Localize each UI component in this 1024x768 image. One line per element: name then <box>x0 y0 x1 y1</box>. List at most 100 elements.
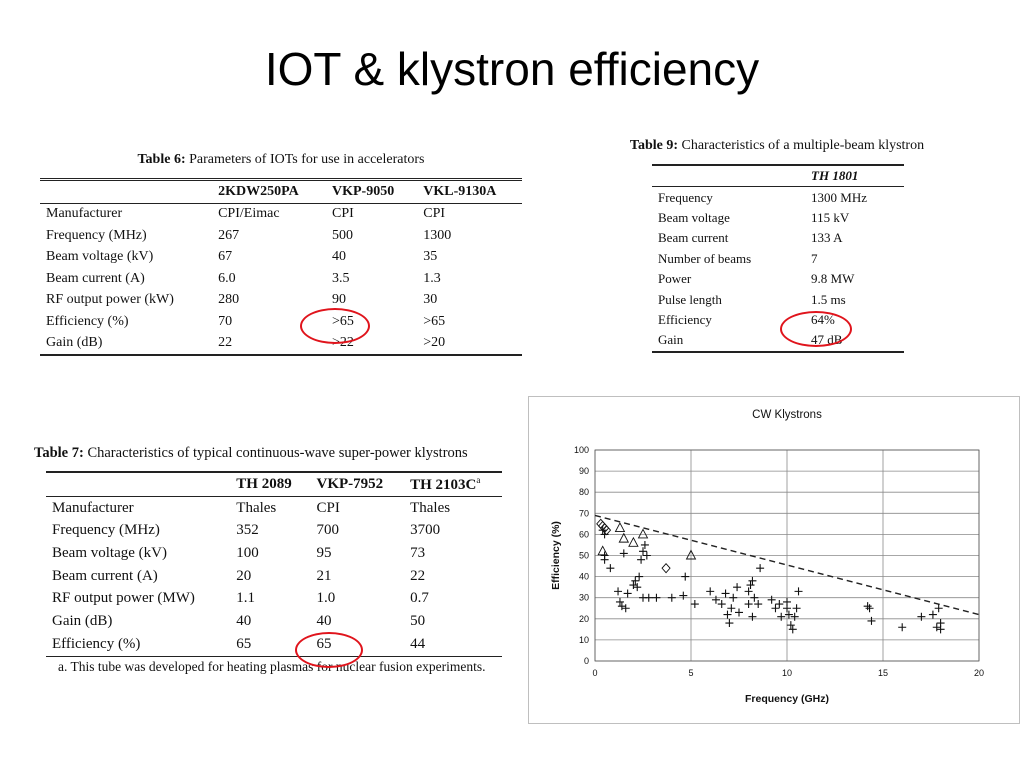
plus-point <box>652 593 661 602</box>
table-cell: CPI/Eimac <box>218 206 280 222</box>
table-cell: Beam voltage (kV) <box>52 544 167 561</box>
plus-point <box>679 591 688 600</box>
diamond-point <box>661 562 671 574</box>
table-cell: 100 <box>236 544 259 561</box>
table-cell: Manufacturer <box>52 499 134 516</box>
table-cell: 22 <box>218 335 233 351</box>
table-row: Efficiency (%) 65 65 44 <box>46 633 502 656</box>
table-cell: 1300 MHz <box>811 189 868 205</box>
plus-point <box>771 604 780 613</box>
y-tick-label: 70 <box>579 508 589 518</box>
y-tick-label: 0 <box>584 656 589 666</box>
table-cell: 352 <box>236 522 259 539</box>
plus-point <box>639 547 647 556</box>
table-cell: 3.5 <box>332 270 350 286</box>
plus-point <box>735 608 743 617</box>
table-cell: 22 <box>410 567 426 584</box>
plus-point <box>867 616 876 625</box>
plus-point <box>744 587 753 596</box>
highlight-circle-table7-efficiency <box>295 632 363 668</box>
plus-point <box>784 610 793 619</box>
diamond-point <box>601 525 612 536</box>
table-row: Gain 47 dB <box>652 330 904 351</box>
table-header-cell: VKP-7952 <box>316 475 384 492</box>
footnote-marker: a <box>476 474 481 485</box>
table-header-cell: VKL-9130A <box>423 183 497 199</box>
table-cell: 3700 <box>410 522 441 539</box>
table-header-row: TH 2089 VKP-7952 TH 2103Ca <box>46 472 502 497</box>
table-cell: Beam current (A) <box>46 270 145 286</box>
table-row: Beam voltage (kV) 67 40 35 <box>40 247 522 269</box>
y-tick-label: 50 <box>579 551 589 561</box>
y-tick-label: 100 <box>574 445 589 455</box>
chart-svg: 0 10 20 30 40 50 60 70 80 90 100 0 5 10 15 20 CW Klystro… <box>550 409 984 705</box>
table6-body: Manufacturer CPI/Eimac CPI CPI Frequency (MH… <box>40 203 522 355</box>
table-cell: Frequency <box>658 189 713 205</box>
plus-point <box>750 593 759 602</box>
plus-point <box>681 572 690 581</box>
triangle-point <box>628 536 639 547</box>
table7: TH 2089 VKP-7952 TH 2103Ca Manufacturer T… <box>46 471 502 657</box>
plot-frame <box>594 449 980 662</box>
table-cell: 1300 <box>423 227 452 243</box>
plus-point <box>606 564 615 573</box>
x-tick-label: 20 <box>974 668 984 678</box>
plus-point <box>631 576 640 585</box>
plus-point <box>642 551 651 560</box>
plus-point <box>617 602 626 611</box>
plus-point <box>746 581 755 590</box>
triangle-point <box>685 549 697 560</box>
plus-point <box>711 595 720 604</box>
table7-block: Table 7: Characteristics of typical cont… <box>34 445 518 675</box>
table6-caption-label: Table 6: <box>137 152 186 167</box>
plus-point <box>600 530 609 539</box>
table-cell: >65 <box>423 313 446 329</box>
table-cell: 9.8 MW <box>811 271 855 287</box>
table-cell: 1.3 <box>423 270 441 286</box>
table-cell: Beam voltage (kV) <box>46 249 154 265</box>
plus-point <box>786 621 795 630</box>
table-cell: Frequency (MHz) <box>52 522 160 539</box>
table-cell: Power <box>658 271 692 287</box>
table9: TH 1801 Frequency 1300 MHz Beam voltage 115… <box>652 164 904 353</box>
table7-caption-label: Table 7: <box>34 445 84 461</box>
table-cell: >20 <box>423 335 446 351</box>
highlight-circle-table9-efficiency <box>780 311 852 347</box>
table-cell: 44 <box>410 635 426 652</box>
table-cell: CPI <box>316 499 340 516</box>
table7-caption: Table 7: Characteristics of typical cont… <box>34 445 518 462</box>
table-row: Gain (dB) 40 40 50 <box>46 610 502 633</box>
table-cell: 50 <box>410 612 426 629</box>
table-header-cell: TH 2089 <box>236 475 292 492</box>
plus-point <box>727 604 736 613</box>
table-cell: 73 <box>410 544 426 561</box>
table-cell: 90 <box>332 292 346 308</box>
highlight-circle-table6-efficiency <box>300 308 370 344</box>
plus-point <box>600 555 609 564</box>
table-row: Number of beams 7 <box>652 249 904 269</box>
plus-point <box>777 612 786 621</box>
table-row: RF output power (kW) 280 90 30 <box>40 290 522 312</box>
table6-block: Table 6: Parameters of IOTs for use in a… <box>40 152 522 356</box>
table-row: Manufacturer CPI/Eimac CPI CPI <box>40 203 522 225</box>
table-cell: 500 <box>332 227 353 243</box>
plus-point <box>667 593 676 602</box>
plus-point <box>754 600 763 609</box>
plus-point <box>917 612 926 621</box>
table-cell: Gain (dB) <box>52 612 113 629</box>
table-row: RF output power (MW) 1.1 1.0 0.7 <box>46 587 502 610</box>
triangle-point <box>597 545 608 556</box>
plus-point <box>633 583 642 592</box>
table7-footnote: a. This tube was developed for heating p… <box>58 658 486 674</box>
table-cell: 115 kV <box>811 209 850 225</box>
plus-point <box>898 623 907 632</box>
table-row: Pulse length 1.5 ms <box>652 289 904 309</box>
plus-point <box>623 589 632 598</box>
table-cell: 35 <box>423 249 438 265</box>
x-tick-label: 0 <box>592 668 597 678</box>
table-row: Manufacturer Thales CPI Thales <box>46 496 502 519</box>
plus-point <box>932 623 941 632</box>
table-cell: 20 <box>236 567 252 584</box>
plus-point <box>863 602 872 611</box>
table-cell: 1.0 <box>316 590 336 607</box>
